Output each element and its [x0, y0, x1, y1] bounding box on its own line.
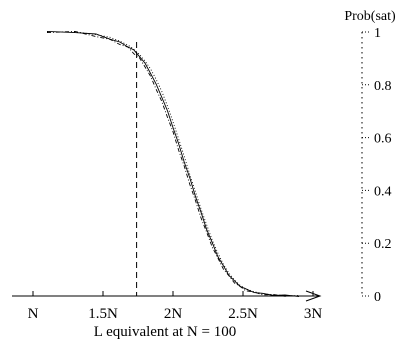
x-tick-label: 1.5N	[88, 306, 118, 322]
axes	[12, 32, 363, 302]
plot-area	[46, 30, 300, 298]
x-tick-label: 2N	[164, 306, 183, 322]
y-tick-label: 0.2	[374, 237, 392, 252]
y-axis-label: Prob(sat)	[344, 9, 396, 24]
series-line-3	[46, 30, 300, 297]
series-line-2	[47, 31, 300, 297]
y-tick-label: 0	[374, 290, 381, 305]
x-tick-label: 2.5N	[228, 306, 258, 322]
x-axis-arrow-icon	[305, 290, 322, 302]
y-ticks: 0 0.2 0.4 0.6 0.8 1	[362, 26, 392, 305]
y-tick-label: 0.8	[374, 79, 392, 94]
x-tick-label: 3N	[304, 306, 323, 322]
x-axis-label: L equivalent at N = 100	[94, 324, 236, 340]
x-ticks: N 1.5N 2N 2.5N 3N	[28, 291, 323, 322]
x-tick-label: N	[28, 306, 39, 322]
y-tick-label: 0.4	[374, 184, 392, 199]
series-line-1	[46, 30, 300, 298]
y-tick-label: 1	[374, 26, 381, 41]
y-tick-label: 0.6	[374, 132, 392, 147]
